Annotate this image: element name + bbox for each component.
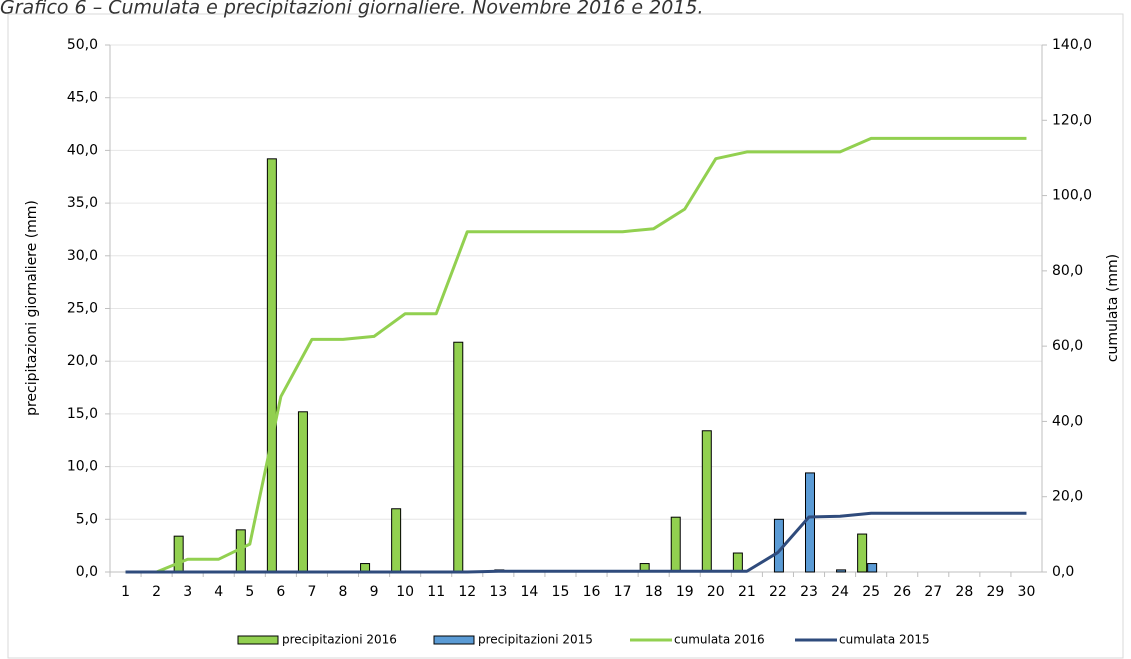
x-tick-label: 19 xyxy=(676,584,694,600)
y-tick-label: 20,0 xyxy=(67,353,98,369)
bar xyxy=(701,430,712,573)
y2-tick-label: 0,0 xyxy=(1052,564,1074,580)
bar xyxy=(453,341,464,573)
chart-title: Grafico 6 – Cumulata e precipitazioni gi… xyxy=(0,0,704,19)
x-tick-label: 16 xyxy=(583,584,601,600)
legend-label: precipitazioni 2015 xyxy=(478,633,593,647)
y2-axis-title: cumulata (mm) xyxy=(1105,254,1121,362)
y-tick-label: 0,0 xyxy=(76,564,98,580)
x-tick-label: 30 xyxy=(1018,584,1036,600)
y2-tick-label: 60,0 xyxy=(1052,338,1083,354)
x-tick-label: 1 xyxy=(121,584,130,600)
bar xyxy=(391,508,402,573)
bar xyxy=(857,533,868,573)
x-tick-label: 15 xyxy=(552,584,570,600)
bar xyxy=(266,158,277,573)
bar xyxy=(867,563,878,573)
x-tick-label: 18 xyxy=(645,584,663,600)
y2-tick-label: 140,0 xyxy=(1052,37,1092,53)
x-tick-label: 3 xyxy=(183,584,192,600)
x-tick-label: 25 xyxy=(862,584,880,600)
x-tick-label: 10 xyxy=(396,584,414,600)
x-tick-label: 22 xyxy=(769,584,787,600)
legend-label: precipitazioni 2016 xyxy=(282,633,397,647)
x-tick-label: 24 xyxy=(831,584,849,600)
x-tick-label: 21 xyxy=(738,584,756,600)
bar xyxy=(805,472,815,573)
line xyxy=(125,136,1027,574)
bar xyxy=(173,535,184,573)
x-tick-label: 12 xyxy=(458,584,476,600)
y-tick-label: 45,0 xyxy=(67,90,98,106)
x-tick-label: 9 xyxy=(370,584,379,600)
x-tick-label: 2 xyxy=(152,584,161,600)
y2-tick-label: 120,0 xyxy=(1052,112,1092,128)
y-tick-label: 50,0 xyxy=(67,37,98,53)
x-tick-label: 28 xyxy=(955,584,973,600)
y-tick-label: 35,0 xyxy=(67,195,98,211)
x-tick-label: 26 xyxy=(893,584,911,600)
x-tick-label: 14 xyxy=(520,584,538,600)
legend-swatch xyxy=(433,635,475,645)
x-tick-label: 7 xyxy=(307,584,316,600)
y-axis-title: precipitazioni giornaliere (mm) xyxy=(24,200,40,416)
x-tick-label: 23 xyxy=(800,584,818,600)
bar xyxy=(732,552,743,573)
x-tick-label: 6 xyxy=(276,584,285,600)
x-tick-label: 13 xyxy=(489,584,507,600)
y2-tick-label: 20,0 xyxy=(1052,489,1083,505)
y2-tick-label: 40,0 xyxy=(1052,413,1083,429)
y2-tick-label: 80,0 xyxy=(1052,263,1083,279)
x-tick-label: 5 xyxy=(245,584,254,600)
y-tick-label: 30,0 xyxy=(67,248,98,264)
legend-swatch xyxy=(237,635,279,645)
x-tick-label: 20 xyxy=(707,584,725,600)
y2-tick-label: 100,0 xyxy=(1052,188,1092,204)
y-tick-label: 10,0 xyxy=(67,459,98,475)
legend-label: cumulata 2016 xyxy=(674,633,765,647)
y-tick-label: 5,0 xyxy=(76,511,98,527)
y-tick-label: 25,0 xyxy=(67,301,98,317)
line xyxy=(125,511,1027,574)
chart-border xyxy=(7,13,1124,659)
x-tick-label: 17 xyxy=(614,584,632,600)
x-tick-label: 8 xyxy=(339,584,348,600)
x-tick-label: 11 xyxy=(427,584,445,600)
bar xyxy=(297,411,308,573)
y-tick-label: 15,0 xyxy=(67,406,98,422)
bar xyxy=(670,516,681,573)
x-tick-label: 4 xyxy=(214,584,223,600)
x-tick-label: 29 xyxy=(986,584,1004,600)
x-tick-label: 27 xyxy=(924,584,942,600)
legend-label: cumulata 2015 xyxy=(839,633,930,647)
bar xyxy=(836,569,847,573)
y-tick-label: 40,0 xyxy=(67,142,98,158)
